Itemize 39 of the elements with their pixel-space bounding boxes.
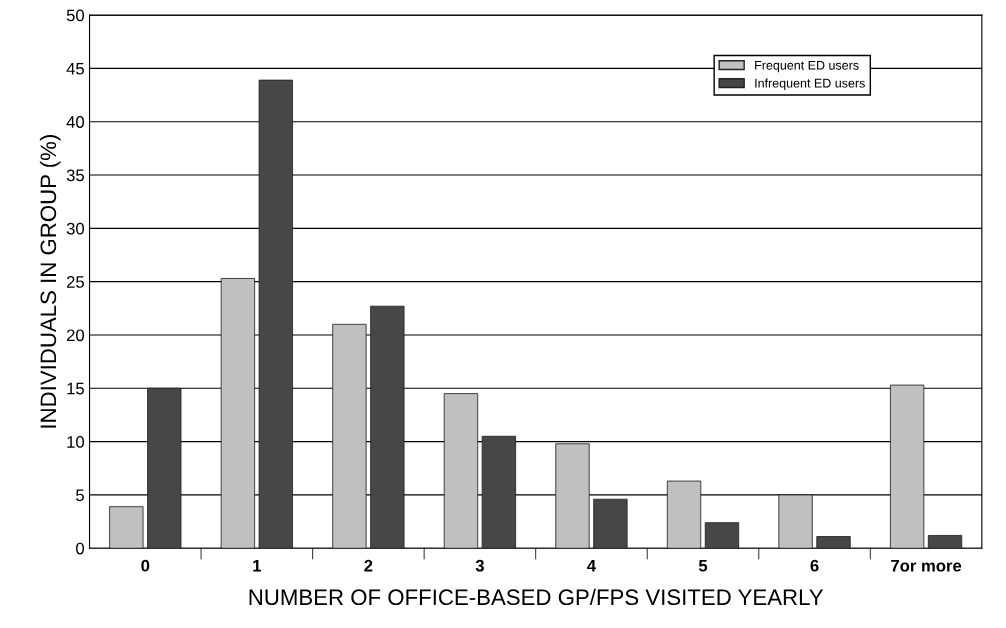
y-tick-label: 50 [66, 9, 85, 22]
legend-label: Infrequent ED users [755, 78, 865, 91]
y-tick-label: 5 [76, 489, 84, 502]
x-tick-label: 5 [698, 559, 708, 572]
bar [370, 305, 405, 549]
bar [593, 498, 628, 549]
bar [666, 480, 702, 549]
bar [258, 79, 293, 549]
bar [889, 384, 925, 549]
y-tick-label: 15 [67, 382, 84, 395]
bar [220, 278, 256, 549]
bar [778, 494, 813, 549]
x-axis-title: NUMBER OF OFFICE-BASED GP/FPS VISITED YEARLY [249, 588, 824, 606]
bar [147, 387, 182, 549]
bar [443, 393, 479, 549]
x-tick-label: 2 [364, 559, 373, 572]
x-tick-label: 1 [253, 559, 262, 572]
y-tick-label: 40 [66, 116, 85, 128]
x-tick-label: 4 [587, 559, 597, 572]
x-tick-label: 0 [141, 559, 150, 572]
y-tick-label: 25 [66, 276, 84, 288]
y-tick-label: 45 [66, 62, 84, 75]
x-tick-label: 6 [810, 559, 819, 572]
bar [555, 443, 590, 549]
legend-label: Frequent ED users [755, 60, 859, 73]
bar [816, 536, 851, 549]
y-tick-label: 35 [66, 169, 84, 182]
y-tick-label: 10 [67, 436, 85, 448]
y-tick-label: 20 [66, 329, 85, 342]
y-axis-title: INDIVIDUALS IN GROUP (%) [39, 135, 61, 428]
y-tick-label: 0 [76, 542, 85, 555]
bar [332, 323, 367, 549]
bar [109, 506, 144, 549]
bar [481, 435, 517, 549]
bar [704, 522, 740, 549]
x-tick-label: 3 [475, 559, 484, 572]
y-tick-label: 30 [66, 222, 85, 235]
x-tick-label: 7or more [891, 559, 962, 572]
bar [927, 535, 963, 549]
